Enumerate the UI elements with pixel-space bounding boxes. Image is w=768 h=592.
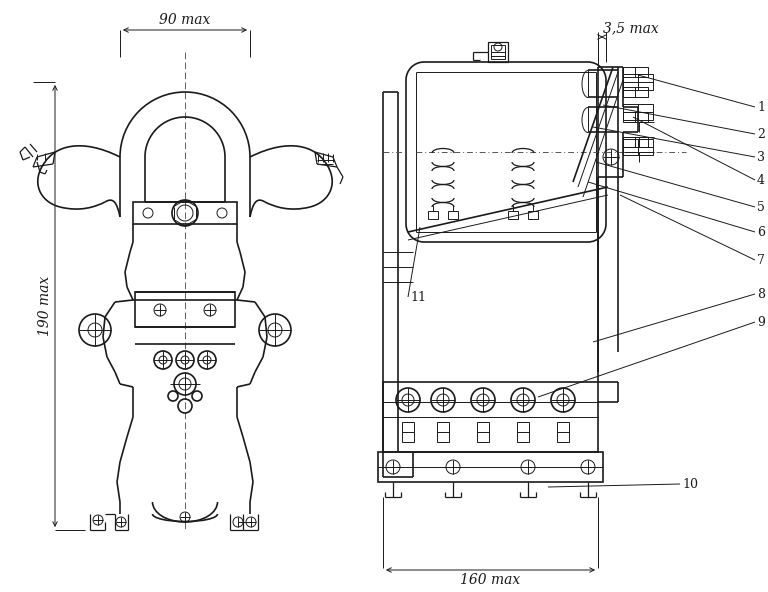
Bar — [557, 422, 569, 442]
Bar — [378, 452, 603, 482]
Bar — [135, 292, 235, 327]
Bar — [623, 74, 653, 90]
Bar — [437, 422, 449, 442]
Bar — [428, 211, 438, 219]
Bar — [383, 382, 598, 452]
Text: 1: 1 — [757, 101, 765, 114]
Text: 6: 6 — [757, 226, 765, 239]
Bar — [623, 67, 648, 77]
Text: 3: 3 — [757, 150, 765, 163]
Bar — [508, 211, 518, 219]
Bar — [623, 137, 648, 147]
Text: 9: 9 — [757, 316, 765, 329]
Text: 7: 7 — [757, 253, 765, 266]
Text: 4: 4 — [757, 173, 765, 186]
Bar — [528, 211, 538, 219]
Bar — [491, 45, 505, 59]
Bar — [623, 87, 648, 97]
Text: 190 max: 190 max — [38, 276, 52, 336]
Bar — [477, 422, 489, 442]
Text: 2: 2 — [757, 127, 765, 140]
Text: 3,5 max: 3,5 max — [603, 21, 659, 35]
Bar — [517, 422, 529, 442]
Bar — [488, 42, 508, 62]
Text: 11: 11 — [410, 291, 426, 304]
Bar — [448, 211, 458, 219]
Bar — [623, 104, 653, 120]
Text: 10: 10 — [682, 478, 698, 491]
Text: 5: 5 — [757, 201, 765, 214]
Bar — [402, 422, 414, 442]
Bar — [623, 139, 653, 155]
Text: 160 max: 160 max — [460, 573, 520, 587]
Text: 90 max: 90 max — [159, 13, 210, 27]
Text: 8: 8 — [757, 288, 765, 301]
Bar — [623, 112, 648, 122]
Bar — [133, 202, 237, 224]
